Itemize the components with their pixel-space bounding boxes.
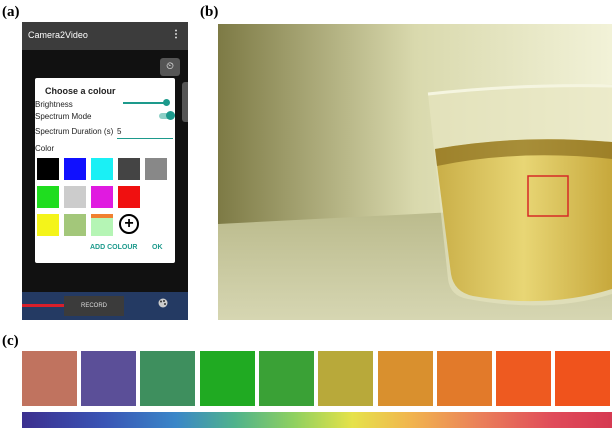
color-swatch[interactable]: [64, 214, 86, 236]
color-sample: [22, 351, 77, 406]
duration-label: Spectrum Duration (s): [35, 127, 114, 136]
color-sample: [378, 351, 433, 406]
beaker-photo-drawing: [218, 24, 612, 320]
choose-colour-dialog: Choose a colour Brightness Spectrum Mode…: [35, 78, 175, 263]
add-color-icon[interactable]: +: [119, 214, 139, 234]
color-label: Color: [35, 144, 55, 153]
panel-label-c: (c): [2, 333, 19, 349]
app-bar: Camera2Video ⋮: [22, 22, 188, 50]
color-swatch[interactable]: [91, 214, 113, 236]
selection-box: [527, 175, 569, 217]
recording-indicator: [22, 304, 66, 307]
side-handle[interactable]: [182, 82, 188, 122]
panel-label-a: (a): [2, 4, 20, 20]
color-swatch[interactable]: [91, 186, 113, 208]
color-sample: [437, 351, 492, 406]
color-swatch[interactable]: [91, 158, 113, 180]
brightness-slider-knob[interactable]: [163, 99, 170, 106]
app-title: Camera2Video: [28, 30, 88, 40]
ok-button[interactable]: OK: [152, 244, 163, 251]
palette-icon[interactable]: [158, 298, 168, 311]
color-sample: [318, 351, 373, 406]
record-button[interactable]: RECORD: [64, 296, 124, 316]
timer-icon[interactable]: ⏲: [160, 58, 180, 76]
dialog-title: Choose a colour: [45, 86, 116, 96]
add-colour-button[interactable]: ADD COLOUR: [90, 244, 138, 251]
overflow-menu-icon[interactable]: ⋮: [171, 29, 181, 40]
phone-screenshot: Camera2Video ⋮ ⏲ Choose a colour Brightn…: [22, 22, 188, 320]
spectrum-mode-toggle-knob[interactable]: [166, 111, 175, 120]
color-sample: [140, 351, 195, 406]
color-swatch[interactable]: [145, 158, 167, 180]
spectrum-bar: [22, 412, 612, 428]
color-sample: [200, 351, 255, 406]
bottom-bar: RECORD: [22, 292, 188, 320]
color-swatch[interactable]: [37, 214, 59, 236]
color-swatch[interactable]: [64, 158, 86, 180]
color-swatch[interactable]: [118, 158, 140, 180]
panel-label-b: (b): [200, 4, 219, 20]
color-swatch[interactable]: [64, 186, 86, 208]
color-sample: [81, 351, 136, 406]
color-swatch[interactable]: [118, 186, 140, 208]
brightness-label: Brightness: [35, 100, 73, 109]
spectrum-mode-label: Spectrum Mode: [35, 112, 92, 121]
color-sample: [259, 351, 314, 406]
brightness-slider[interactable]: [123, 102, 167, 104]
color-sample: [496, 351, 551, 406]
color-swatch[interactable]: [37, 186, 59, 208]
duration-input-underline: [117, 138, 173, 139]
color-sample: [555, 351, 610, 406]
beaker-photo: [218, 24, 612, 320]
color-swatch[interactable]: [37, 158, 59, 180]
duration-input[interactable]: 5: [117, 127, 122, 136]
